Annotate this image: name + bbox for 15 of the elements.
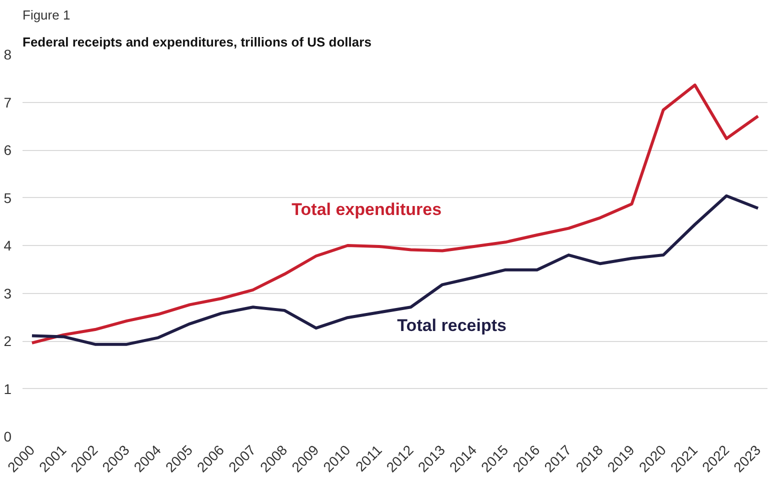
line-series xyxy=(30,84,760,344)
y-tick-label: 0 xyxy=(4,428,12,444)
y-tick-label: 6 xyxy=(4,142,12,158)
series-label: Total expenditures xyxy=(292,200,442,220)
y-tick-label: 3 xyxy=(4,285,12,302)
y-tick-label: 2 xyxy=(4,333,12,349)
y-tick-label: 7 xyxy=(4,94,12,110)
line-series xyxy=(30,194,760,346)
y-tick-label: 4 xyxy=(4,238,12,254)
chart-title: Federal receipts and expenditures, trillions of US dollars xyxy=(22,34,372,50)
caption: Figure 1 xyxy=(22,8,70,22)
y-tick-label: 5 xyxy=(4,190,12,206)
y-tick-label: 1 xyxy=(4,380,12,397)
series-label: Total receipts xyxy=(397,316,506,335)
y-tick-label: 8 xyxy=(4,46,12,62)
